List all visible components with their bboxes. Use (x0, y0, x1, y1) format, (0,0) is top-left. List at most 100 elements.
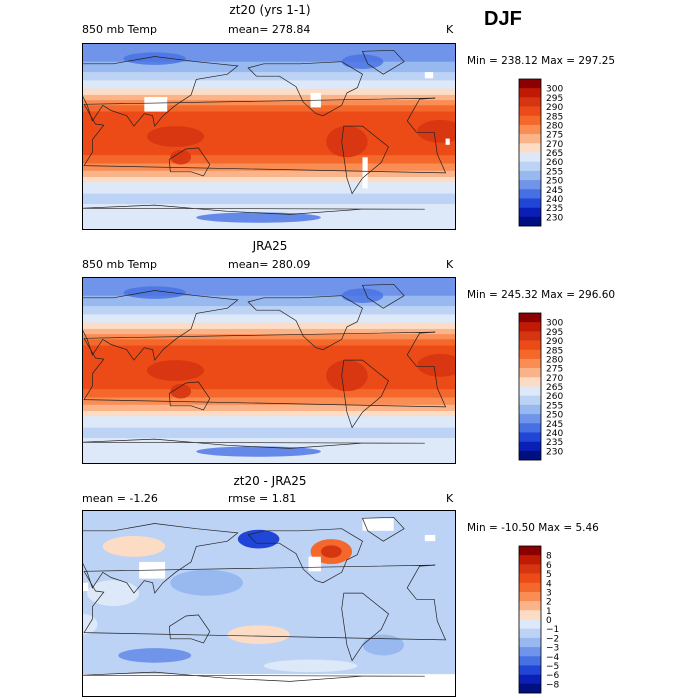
temperature-band (82, 100, 456, 106)
colorbar-band (519, 386, 541, 396)
colorbar-band (519, 180, 541, 190)
temperature-band (82, 295, 456, 307)
mean-label: mean= 278.84 (228, 23, 311, 36)
map-frame (82, 43, 456, 230)
warm-region (170, 384, 192, 399)
colorbar-tick-label: 300 (546, 319, 563, 329)
map-difference (82, 510, 456, 697)
colorbar-frame (518, 312, 542, 461)
temperature-band (82, 170, 456, 178)
colorbar-tick-label: 280 (546, 355, 563, 365)
missing-data-mask (424, 72, 434, 79)
colorbar-band (519, 377, 541, 387)
map-frame (82, 277, 456, 464)
colorbar-band (519, 161, 541, 172)
colorbar-tick-label: 245 (546, 420, 563, 430)
colorbar-band (519, 564, 541, 574)
colorbar-model: 3002952902852802752702652602552502452402… (518, 78, 563, 227)
coastline (341, 125, 389, 195)
season-label: DJF (484, 8, 522, 30)
colorbar-tick-label: 295 (546, 328, 563, 338)
missing-data-mask (362, 157, 368, 189)
colorbar-band (519, 610, 541, 620)
colorbar-band (519, 665, 541, 675)
warm-region (326, 126, 368, 158)
colorbar-tick-label: 230 (546, 447, 563, 457)
colorbar-band (519, 674, 541, 685)
colorbar-band (519, 647, 541, 657)
colorbar-band (519, 591, 541, 602)
colorbar-band (519, 134, 541, 144)
colorbar-band (519, 97, 541, 107)
colorbar-band (519, 450, 541, 461)
coastline (82, 204, 425, 230)
colorbar-band (519, 628, 541, 639)
colorbar-tick-label: 260 (546, 392, 563, 402)
colorbar-frame (518, 545, 542, 694)
colorbar-tick-label: 0 (546, 616, 552, 626)
warm-region (170, 150, 192, 165)
mean-label: mean= 280.09 (228, 258, 311, 271)
coastline (82, 56, 239, 127)
colorbar-tick-label: 275 (546, 131, 563, 141)
field-label: 850 mb Temp (82, 23, 158, 36)
colorbar-band (519, 88, 541, 98)
difference-region (102, 535, 166, 557)
colorbar-tick-label: 6 (546, 561, 552, 571)
temperature-band (82, 314, 456, 324)
field-label: 850 mb Temp (82, 258, 158, 271)
warm-region (326, 360, 368, 392)
colorbar-tick-label: 1 (546, 607, 552, 617)
colorbar-tick-label: 5 (546, 570, 552, 580)
temperature-band (82, 416, 456, 429)
colorbar-band (519, 432, 541, 442)
coastline (83, 564, 447, 641)
colorbar-band (519, 152, 541, 162)
colorbar-tick-label: 290 (546, 337, 563, 347)
colorbar-tick-label: −6 (546, 671, 560, 681)
colorbar-band (519, 656, 541, 666)
colorbar-band (519, 143, 541, 153)
colorbar-band (519, 207, 541, 218)
cold-region (196, 212, 321, 223)
coastline (83, 97, 447, 174)
temperature-band (82, 177, 456, 183)
difference-region (320, 545, 342, 558)
temperature-band (82, 397, 456, 406)
colorbar-tick-label: 280 (546, 121, 563, 131)
colorbar-band (519, 322, 541, 332)
temperature-band (82, 322, 456, 330)
minmax-label: Min = 245.32 Max = 296.60 (467, 289, 616, 301)
colorbar-tick-label: 275 (546, 365, 563, 375)
colorbar-tick-label: 230 (546, 213, 563, 223)
minmax-label: Min = -10.50 Max = 5.46 (467, 522, 599, 534)
temperature-band (82, 339, 456, 347)
colorbar-tick-label: 270 (546, 140, 563, 150)
units-label: K (446, 258, 454, 271)
colorbar-band (519, 124, 541, 135)
colorbar-frame (518, 78, 542, 227)
map-reanalysis (82, 277, 456, 464)
colorbar-tick-label: −8 (546, 680, 560, 690)
colorbar-tick-label: 295 (546, 94, 563, 104)
temperature-band (82, 404, 456, 412)
panel-title: zt20 - JRA25 (233, 474, 307, 488)
units-label: K (446, 492, 454, 505)
coastline (247, 528, 363, 584)
panel-title: zt20 (yrs 1-1) (229, 3, 311, 17)
colorbar-tick-label: 4 (546, 579, 552, 589)
coastline (82, 671, 425, 697)
colorbar-tick-label: 2 (546, 598, 552, 608)
difference-region (170, 569, 244, 596)
colorbar-tick-label: 255 (546, 401, 563, 411)
colorbar-tick-label: 8 (546, 552, 552, 562)
colorbar-band (519, 106, 541, 117)
colorbar-band (519, 683, 541, 694)
colorbar-tick-label: −5 (546, 662, 559, 672)
colorbar-band (519, 189, 541, 199)
cold-region (123, 52, 186, 65)
missing-data-mask (362, 518, 394, 531)
difference-region (237, 529, 280, 549)
coastline (361, 516, 405, 542)
